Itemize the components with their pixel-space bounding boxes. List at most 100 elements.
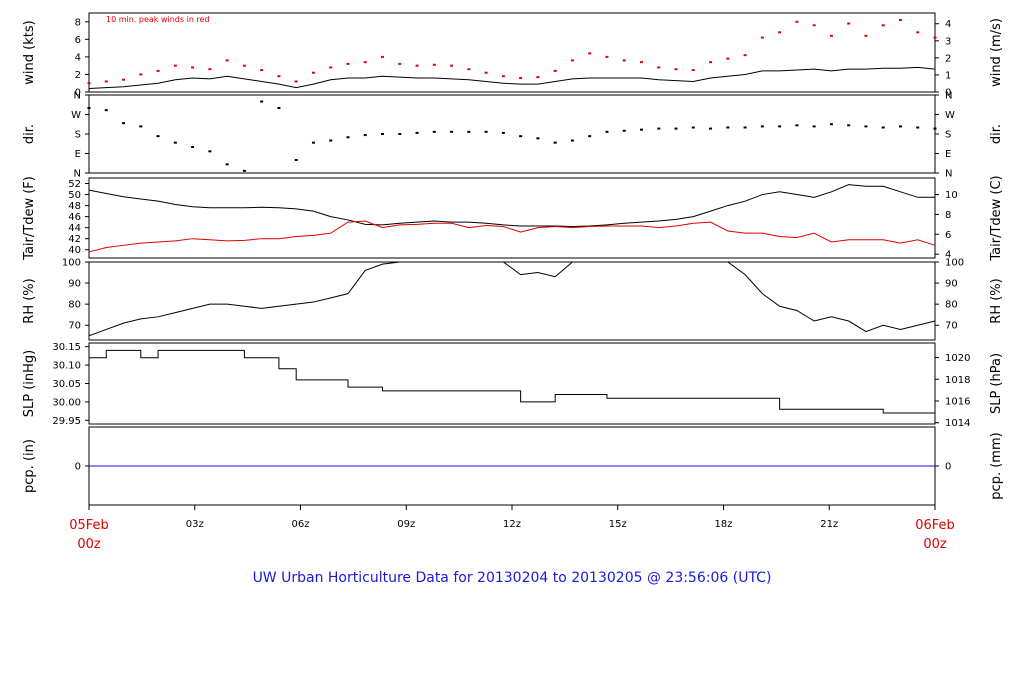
left-axis-label: dir. — [22, 124, 37, 144]
wind-point — [778, 31, 782, 34]
right-tick-label: 1018 — [945, 375, 970, 386]
dir-point — [553, 141, 557, 144]
dir-point — [709, 127, 713, 130]
right-tick-label: N — [945, 169, 952, 180]
wind-point — [605, 55, 609, 58]
left-tick-label: 40 — [68, 245, 81, 256]
right-tick-label: E — [945, 149, 951, 160]
wind-point — [381, 55, 385, 58]
wind-point — [242, 64, 246, 67]
dir-point — [864, 125, 868, 128]
wind-point — [484, 71, 488, 74]
dir-point — [208, 150, 212, 153]
left-tick-label: 46 — [68, 212, 81, 223]
x-end-time: 00z — [923, 537, 947, 552]
right-tick-label: 4 — [945, 250, 951, 261]
rh-series-line — [88, 261, 936, 337]
left-tick-label: 90 — [68, 279, 81, 290]
dir-point — [743, 126, 747, 129]
peak-winds-note: 10 min. peak winds in red — [106, 15, 210, 24]
dir-point — [467, 130, 471, 133]
left-tick-label: N — [74, 169, 81, 180]
x-tick-label: 21z — [820, 519, 838, 530]
right-tick-label: 70 — [945, 321, 958, 332]
right-tick-label: W — [945, 110, 955, 121]
right-tick-label: 10 — [945, 190, 958, 201]
slp-series-line — [89, 349, 935, 414]
left-tick-label: W — [71, 110, 81, 121]
left-tick-label: 80 — [68, 300, 81, 311]
dir-point — [726, 126, 730, 129]
wind-point — [519, 76, 523, 79]
right-axis-label: Tair/Tdew (C) — [989, 175, 1004, 261]
wind-point — [570, 59, 574, 62]
wind-point — [829, 34, 833, 37]
x-end-date: 06Feb — [915, 518, 955, 533]
left-tick-label: 42 — [68, 234, 81, 245]
wind-point — [156, 69, 160, 72]
left-tick-label: 44 — [68, 223, 81, 234]
panel-slp: 29.95 30.00 30.05 30.10 30.15 1014 1016 1018 102… — [22, 342, 1004, 429]
wind-point — [898, 19, 902, 22]
right-tick-label: 2 — [945, 53, 951, 64]
right-tick-label: 0 — [945, 462, 951, 473]
dir-point — [346, 136, 350, 139]
left-tick-label: 70 — [68, 321, 81, 332]
dir-point — [363, 134, 367, 137]
wind-point — [139, 73, 143, 76]
dir-point — [415, 131, 419, 134]
x-tick-label: 06z — [292, 519, 310, 530]
wind-point — [588, 52, 592, 55]
wind-point — [743, 54, 747, 57]
left-tick-label: 52 — [68, 179, 81, 190]
wind-series-line — [88, 66, 936, 89]
dir-point — [795, 124, 799, 127]
left-tick-label: 30.10 — [52, 361, 81, 372]
dir-point — [657, 127, 661, 130]
wind-point — [657, 66, 661, 69]
dir-point — [881, 126, 885, 129]
wind-point — [398, 62, 402, 65]
wind-point — [691, 69, 695, 72]
wind-point — [536, 76, 540, 79]
chart-title: UW Urban Horticulture Data for 20130204 … — [253, 570, 772, 586]
right-axis-label: SLP (hPa) — [989, 353, 1004, 414]
left-tick-label: 4 — [75, 52, 81, 63]
right-tick-label: 1 — [945, 70, 951, 81]
right-tick-label: 1016 — [945, 396, 970, 407]
wind-point — [346, 62, 350, 65]
left-tick-label: 30.00 — [52, 397, 81, 408]
dir-point — [674, 127, 678, 130]
wind-point — [311, 71, 315, 74]
panel-pcp: 0 0 pcp. (in) pcp. (mm) — [22, 426, 1004, 506]
dir-point — [450, 130, 454, 133]
wind-point — [674, 68, 678, 71]
left-tick-label: 8 — [75, 17, 81, 28]
wind-point — [87, 82, 91, 85]
left-tick-label: 0 — [75, 462, 81, 473]
panel-rh: 70 80 90 100 70 80 90 100 RH (%) RH (%) — [22, 258, 1004, 341]
wind-point — [501, 75, 505, 78]
left-tick-label: 30.15 — [52, 342, 81, 353]
dir-point — [484, 130, 488, 133]
dir-point — [519, 135, 523, 138]
left-tick-label: 29.95 — [52, 416, 81, 427]
right-tick-label: 80 — [945, 300, 958, 311]
wind-point — [622, 59, 626, 62]
wind-point — [881, 24, 885, 27]
temp-series-line — [88, 184, 935, 228]
wind-point — [847, 22, 851, 25]
wind-point — [553, 69, 557, 72]
dir-point — [311, 141, 315, 144]
wind-point — [916, 31, 920, 34]
wind-point — [933, 36, 937, 39]
dir-point — [691, 126, 695, 129]
dir-point — [191, 146, 195, 148]
dir-point — [916, 126, 920, 129]
right-tick-label: N — [945, 91, 952, 102]
dir-point — [778, 125, 782, 128]
